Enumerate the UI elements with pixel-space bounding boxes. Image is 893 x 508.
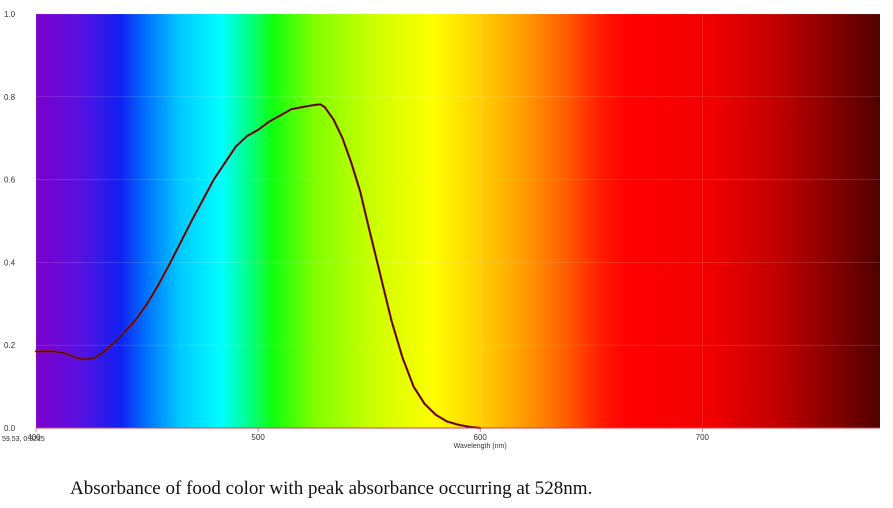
x-tick-label: 500 [251, 433, 265, 442]
y-tick-label: 1.0 [4, 10, 16, 19]
x-tick-label: 600 [474, 433, 488, 442]
x-axis: 400 500 600 700 [27, 428, 710, 442]
y-tick-label: 0.2 [4, 341, 16, 350]
y-tick-label: 0.4 [4, 258, 16, 267]
figure-caption: Absorbance of food color with peak absor… [70, 478, 593, 499]
x-tick-label: 700 [696, 433, 710, 442]
spectrum-background [36, 14, 880, 428]
cursor-readout: 59.53, 0.3215 [2, 436, 45, 443]
x-axis-title: Wavelength (nm) [454, 443, 507, 450]
series-line-highlight [36, 103, 481, 429]
absorbance-chart: 0.0 0.2 0.4 0.6 0.8 1.0 400 500 600 700 Waveleng… [4, 10, 880, 450]
y-tick-label: 0.6 [4, 176, 16, 185]
y-tick-label: 0.8 [4, 93, 16, 102]
x-tick-label: 400 [27, 433, 41, 442]
grid-lines [35, 13, 880, 429]
y-tick-label: 0.0 [4, 424, 16, 433]
y-axis: 0.0 0.2 0.4 0.6 0.8 1.0 [4, 10, 16, 433]
